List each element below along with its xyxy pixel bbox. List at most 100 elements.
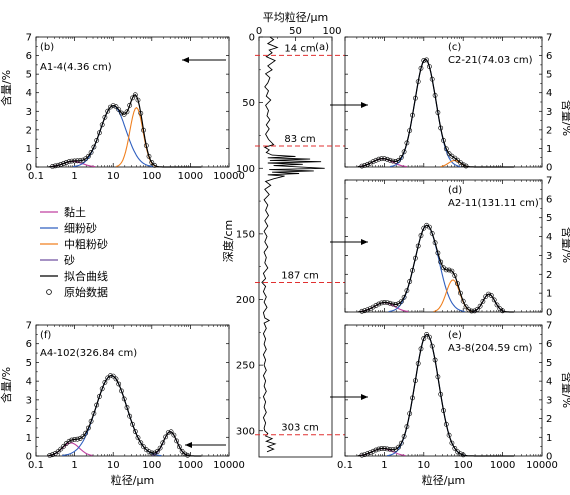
depth-marker-label: 187 cm [281, 270, 319, 281]
raw-data-point [396, 157, 401, 163]
raw-data-point [55, 162, 61, 168]
y-axis-title: 含量/% [560, 372, 570, 408]
depth-marker-label: 303 cm [281, 423, 319, 434]
raw-data-point [443, 146, 449, 152]
legend-swatch-raw [46, 289, 52, 295]
x-tick-label: 100 [322, 26, 341, 37]
raw-data-point [457, 451, 463, 457]
raw-data-point [370, 159, 376, 165]
raw-data-point [426, 64, 432, 69]
top-axis-title: 平均粒径/μm [263, 10, 328, 24]
raw-data-point [152, 450, 157, 456]
raw-data-point [387, 157, 393, 163]
raw-data-point [432, 93, 438, 98]
raw-data-point [94, 137, 100, 143]
panel-c: 0 1 2 3 4 5 6 7 含量/% (c) C2-21(74.03 cm) [344, 33, 570, 174]
y-tick-label: 300 [236, 426, 255, 437]
raw-data-point [66, 159, 72, 165]
y-tick-label: 5 [26, 358, 32, 369]
raw-data-point [130, 95, 135, 101]
raw-data-point [443, 267, 449, 273]
sample-label: A1-4(4.36 cm) [40, 62, 112, 73]
raw-data-point [91, 410, 97, 416]
raw-data-point [127, 102, 133, 108]
panel-e: 0 1 2 3 4 5 6 7 0.1 1 10 100 1000 10000 含量/% 粒径/μm (e) A3… [337, 321, 570, 488]
raw-data-point [367, 450, 373, 455]
raw-data-point [469, 308, 474, 314]
raw-data-point [88, 149, 94, 155]
x-tick-label: 1 [71, 171, 77, 182]
raw-data-point [77, 158, 83, 164]
plot-frame [35, 324, 230, 457]
y-tick-label: 4 [546, 377, 552, 388]
x-tick-label: 0.1 [28, 460, 44, 471]
raw-data-point [446, 267, 452, 273]
x-tick-label: 100 [454, 460, 473, 471]
y-tick-label: 3 [546, 251, 552, 262]
raw-data-point [367, 306, 373, 311]
raw-data-point [179, 448, 185, 454]
raw-data-point [362, 452, 368, 457]
raw-data-point [99, 386, 105, 392]
y-tick-label: 7 [546, 33, 552, 44]
y-tick-label: 1 [546, 289, 552, 300]
raw-data-point [418, 65, 424, 71]
raw-data-point [412, 255, 418, 261]
raw-data-point [396, 444, 401, 450]
raw-data-point [47, 452, 53, 458]
raw-data-point [438, 391, 444, 397]
raw-data-point [452, 445, 458, 451]
y-tick-label: 7 [546, 176, 552, 187]
raw-data-point [80, 434, 86, 439]
raw-data-point [61, 161, 66, 166]
y-tick-label: 0 [546, 452, 552, 463]
raw-data-point [488, 293, 494, 298]
panel-label: (f) [40, 330, 51, 341]
raw-data-point [149, 450, 155, 456]
raw-data-point [50, 163, 55, 169]
raw-data-point [91, 144, 97, 150]
raw-data-point [66, 438, 72, 444]
component-curve-fine_silt [389, 58, 461, 168]
raw-data-point [146, 449, 152, 455]
fit-curve [357, 224, 514, 313]
panel-label: (e) [448, 330, 462, 341]
x-tick-label: 1 [71, 460, 77, 471]
y-tick-label: 1 [26, 144, 32, 155]
raw-data-point [69, 158, 75, 164]
raw-data-point [376, 301, 382, 307]
component-curve-fine_silt [62, 375, 162, 457]
x-tick-label: 0.1 [28, 171, 44, 182]
y-tick-label: 0 [546, 308, 552, 319]
depth-marker-label: 14 cm [284, 43, 315, 54]
raw-data-point [86, 153, 91, 159]
raw-data-point [83, 156, 88, 162]
raw-data-point [116, 107, 122, 112]
y-tick-label: 150 [236, 229, 255, 240]
panel-f: 0 1 2 3 4 5 6 7 0.1 1 10 100 1000 10000 含量/% 粒径/μm (f) A4… [0, 321, 245, 488]
arrow-head [361, 102, 368, 108]
raw-data-point [116, 381, 122, 387]
raw-data-point [72, 158, 77, 164]
pointer-arrow [182, 57, 226, 63]
raw-data-point [373, 303, 379, 308]
raw-data-point [108, 373, 113, 379]
y-tick-label: 4 [26, 377, 32, 388]
y-tick-label: 5 [546, 358, 552, 369]
raw-data-point [438, 125, 444, 131]
raw-data-point [429, 76, 435, 82]
raw-data-point [446, 432, 452, 438]
raw-data-point [407, 128, 413, 133]
raw-data-point [404, 140, 410, 146]
panel-label: (c) [448, 42, 461, 53]
y-tick-label: 2 [546, 125, 552, 136]
raw-data-point [435, 110, 441, 115]
raw-data-point [141, 444, 146, 450]
y-tick-label: 100 [236, 164, 255, 175]
legend-label-coarse_silt: 中粗粉砂 [64, 238, 108, 251]
x-tick-label: 10000 [213, 460, 245, 471]
raw-data-point [426, 224, 432, 230]
raw-data-point [138, 440, 144, 446]
raw-data-point [381, 156, 387, 162]
x-tick-label: 10 [417, 460, 430, 471]
